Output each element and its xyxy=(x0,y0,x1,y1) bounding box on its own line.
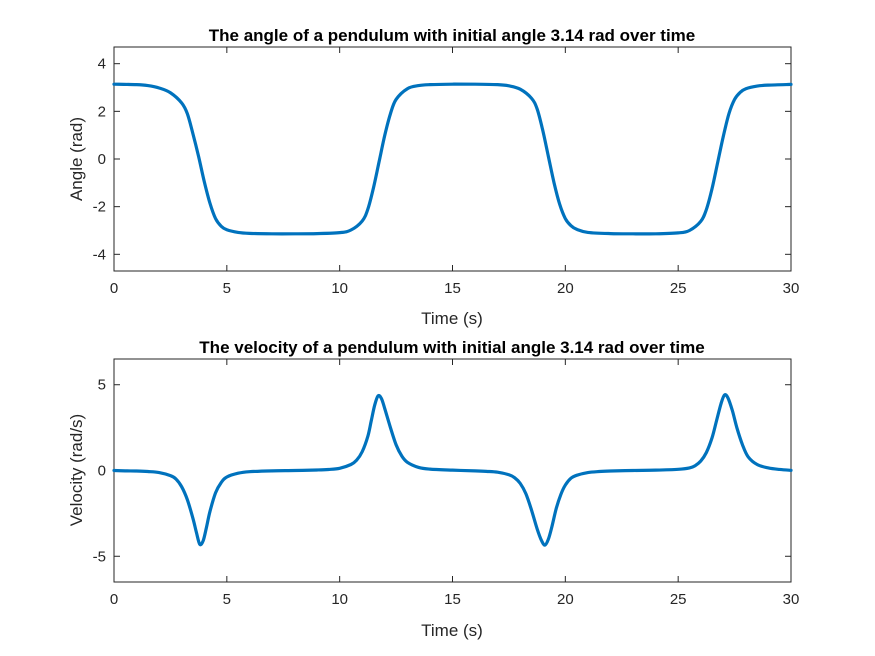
angle-chart-title: The angle of a pendulum with initial ang… xyxy=(209,26,695,45)
velocity-chart-title: The velocity of a pendulum with initial … xyxy=(199,338,704,357)
angle-x-tick-label: 15 xyxy=(444,280,461,297)
angle-y-ticks: -4 -2 0 2 4 xyxy=(93,56,791,263)
velocity-x-tick-label: 0 xyxy=(110,591,118,608)
velocity-x-tick-label: 25 xyxy=(670,591,687,608)
velocity-x-axis-label: Time (s) xyxy=(421,621,483,640)
angle-x-tick-label: 10 xyxy=(331,280,348,297)
angle-x-tick-label: 25 xyxy=(670,280,687,297)
velocity-y-tick-label: 5 xyxy=(98,377,106,394)
angle-y-tick-label: -4 xyxy=(93,246,106,263)
angle-y-tick-label: -2 xyxy=(93,199,106,216)
velocity-y-axis-label: Velocity (rad/s) xyxy=(67,414,86,526)
velocity-y-tick-label: 0 xyxy=(98,463,106,480)
angle-x-tick-label: 20 xyxy=(557,280,574,297)
velocity-x-tick-label: 10 xyxy=(331,591,348,608)
angle-x-tick-label: 5 xyxy=(223,280,231,297)
angle-plot-area xyxy=(113,46,792,272)
angle-y-axis-label: Angle (rad) xyxy=(67,117,86,201)
angle-y-tick-label: 0 xyxy=(98,151,106,168)
angle-chart: 0 5 10 15 20 25 30 -4 -2 0 2 4 The angle of a pend… xyxy=(67,26,799,328)
velocity-chart: 0 5 10 15 20 25 30 -5 0 5 The velocity of a pend… xyxy=(67,338,799,640)
angle-x-axis-label: Time (s) xyxy=(421,309,483,328)
velocity-series-line xyxy=(112,393,793,547)
velocity-x-tick-label: 30 xyxy=(783,591,800,608)
velocity-x-tick-label: 15 xyxy=(444,591,461,608)
velocity-x-ticks: 0 5 10 15 20 25 30 xyxy=(110,359,800,608)
velocity-y-tick-label: -5 xyxy=(93,548,106,565)
angle-y-tick-label: 2 xyxy=(98,103,106,120)
angle-y-tick-label: 4 xyxy=(98,56,106,73)
velocity-x-tick-label: 20 xyxy=(557,591,574,608)
angle-x-tick-label: 0 xyxy=(110,280,118,297)
velocity-x-tick-label: 5 xyxy=(223,591,231,608)
angle-x-ticks: 0 5 10 15 20 25 30 xyxy=(110,47,800,297)
angle-x-tick-label: 30 xyxy=(783,280,800,297)
angle-series-line xyxy=(112,82,793,236)
